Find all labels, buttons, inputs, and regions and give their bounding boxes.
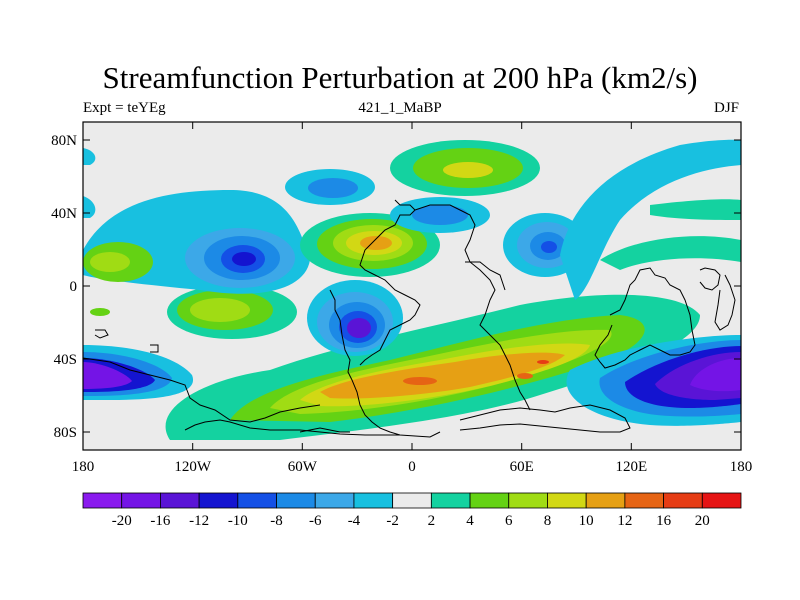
colorbar-box xyxy=(547,492,587,509)
colorbar-box xyxy=(198,492,239,509)
contour-south-band-12 xyxy=(320,352,565,399)
colorbar-label: -10 xyxy=(228,513,248,529)
coast-north-america xyxy=(359,199,421,366)
colorbar-label: -16 xyxy=(150,513,170,529)
y-tick-label: 0 xyxy=(70,279,78,295)
coast-antarctica-4 xyxy=(299,427,350,433)
run-id-label: 421_1_MaBP xyxy=(358,100,442,116)
colorbar-box xyxy=(160,492,200,509)
coast-new-zealand xyxy=(714,274,736,331)
colorbar-label: 12 xyxy=(617,513,632,529)
contour-south-max-16 xyxy=(403,377,437,385)
contour-np-pos-8 xyxy=(90,252,130,272)
coast-mid-notch xyxy=(150,344,159,353)
y-tick-label: 80N xyxy=(51,133,77,149)
colorbar-box xyxy=(469,492,510,509)
colorbar-label: 6 xyxy=(505,513,513,529)
x-tick-label: 0 xyxy=(408,459,416,475)
colorbar-box xyxy=(121,492,161,509)
colorbar-label: -12 xyxy=(189,513,209,529)
colorbar-box xyxy=(585,492,626,509)
x-tick-label: 60W xyxy=(288,459,318,475)
x-tick-label: 60E xyxy=(510,459,534,475)
contour-top-left xyxy=(83,148,96,165)
contour-np-low-10 xyxy=(232,252,256,266)
coast-antarctica xyxy=(83,357,321,423)
coast-asia xyxy=(465,261,506,291)
coast-antarctica-2 xyxy=(184,419,400,436)
season-label: DJF xyxy=(713,100,739,116)
colorbar-label: 16 xyxy=(656,513,672,529)
y-axis-labels: 80N 40N 0 40S 80S xyxy=(51,133,77,441)
colorbar-label: 20 xyxy=(695,513,710,529)
plot-title: Streamfunction Perturbation at 200 hPa (… xyxy=(102,60,698,95)
y-tick-label: 40N xyxy=(51,206,77,222)
colorbar-box xyxy=(314,492,355,509)
contour-sa-low-10 xyxy=(347,318,371,338)
colorbar-label: 8 xyxy=(544,513,552,529)
contour-small-pos xyxy=(90,308,110,316)
coast-antarctica-3 xyxy=(459,404,631,433)
colorbar-box xyxy=(392,492,432,509)
colorbar: -20 -16 -12 -10 -8 -6 -4 -2 2 4 6 8 10 12 16 20 xyxy=(82,492,742,529)
contour-eu-pos-8 xyxy=(443,162,493,178)
colorbar-box xyxy=(701,492,742,509)
axis-ticks xyxy=(82,122,742,450)
colorbar-box xyxy=(82,492,123,509)
colorbar-label: 2 xyxy=(428,513,436,529)
contour-ea-low-8 xyxy=(541,241,557,253)
coast-pacific-islands xyxy=(699,267,721,291)
colorbar-label: -6 xyxy=(309,513,322,529)
coast-australia xyxy=(594,267,696,369)
colorbar-box xyxy=(508,492,548,509)
colorbar-box xyxy=(663,492,703,509)
contour-field xyxy=(83,139,741,440)
contour-ne-streak2 xyxy=(650,199,741,220)
x-tick-label: 180 xyxy=(72,459,95,475)
colorbar-label: -4 xyxy=(348,513,361,529)
colorbar-label: -20 xyxy=(112,513,132,529)
colorbar-label: -8 xyxy=(270,513,283,529)
x-tick-label: 120E xyxy=(615,459,647,475)
colorbar-label: 4 xyxy=(466,513,474,529)
x-axis-labels: 180 120W 60W 0 60E 120E 180 xyxy=(72,459,753,475)
contour-na-low-4 xyxy=(308,178,358,198)
x-tick-label: 120W xyxy=(174,459,212,475)
contour-atl-high-12 xyxy=(360,236,392,250)
contour-central-low-4 xyxy=(412,205,468,225)
contour-tp-pos-8 xyxy=(190,298,250,322)
y-tick-label: 80S xyxy=(54,425,77,441)
experiment-label: Expt = teYEg xyxy=(83,100,166,116)
coast-sw-notch xyxy=(94,329,109,339)
colorbar-box xyxy=(276,492,316,509)
contour-south-max-16b xyxy=(517,373,533,379)
contour-ne-arc xyxy=(600,236,741,270)
colorbar-box xyxy=(624,492,664,509)
colorbar-label: 10 xyxy=(579,513,594,529)
colorbar-box xyxy=(430,492,471,509)
contour-south-max-20 xyxy=(537,360,549,364)
contour-ne-streak xyxy=(560,139,741,300)
x-tick-label: 180 xyxy=(730,459,753,475)
colorbar-box xyxy=(353,492,394,509)
coastlines xyxy=(83,199,736,438)
colorbar-label: -2 xyxy=(386,513,399,529)
contour-se-low-20 xyxy=(690,358,741,392)
coast-africa xyxy=(414,204,531,411)
contour-sw-low-16 xyxy=(83,362,132,389)
colorbar-box xyxy=(237,492,277,509)
y-tick-label: 40S xyxy=(54,352,77,368)
